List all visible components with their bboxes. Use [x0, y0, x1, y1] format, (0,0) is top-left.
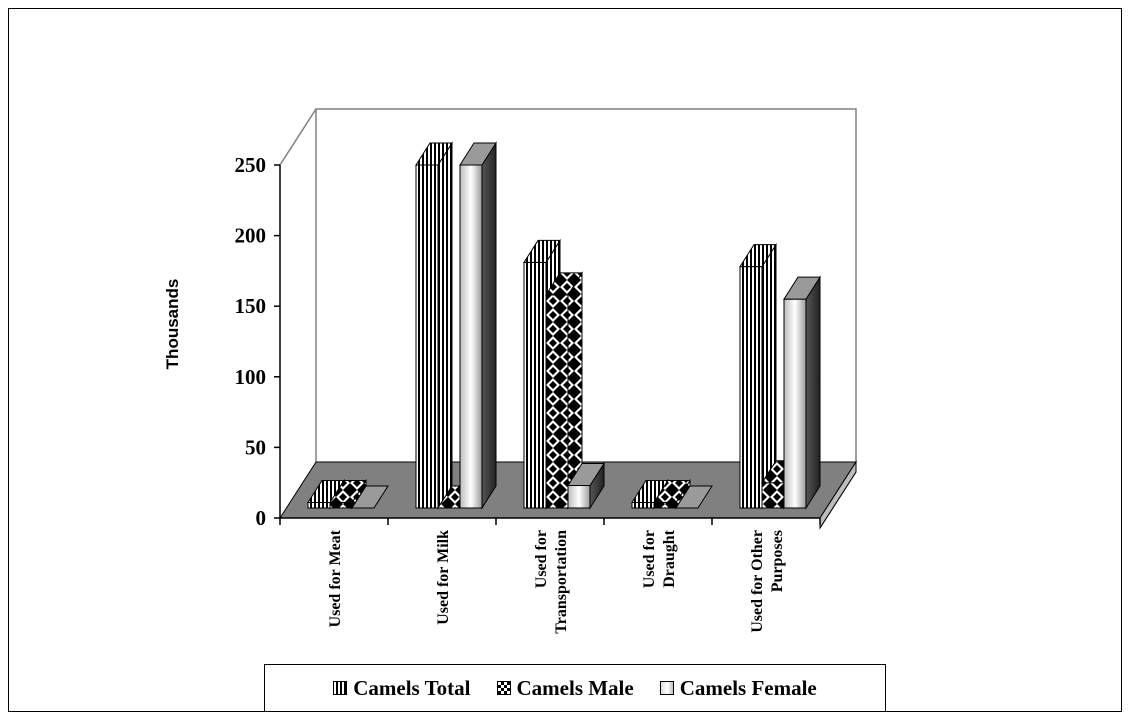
legend: Camels Total Camels Male Camels Female [264, 664, 886, 712]
bar-male-front [653, 501, 677, 509]
bar-female-top [783, 276, 821, 300]
bar-female-top [675, 485, 713, 509]
bar-male [545, 271, 583, 510]
x-category-label-line: Used for Other [749, 530, 766, 633]
bar-total-front [739, 266, 763, 509]
bar-female-front [783, 298, 807, 509]
bar-total-top [415, 142, 453, 166]
bar-total-front [415, 164, 439, 509]
x-category-label: Used for Other Purposes [749, 530, 786, 633]
y-tick-label: 250 [235, 153, 267, 177]
legend-swatch-female [659, 681, 674, 695]
bar-female-side [805, 275, 821, 510]
x-category-label-line: Used for Meat [327, 529, 344, 627]
x-category-label-line: Used for Milk [435, 530, 452, 625]
bar-total-side [437, 141, 453, 510]
bar-male-front [761, 482, 785, 509]
y-tick-label: 200 [235, 224, 267, 248]
bar-female [459, 141, 497, 510]
bar-female-top [351, 485, 389, 509]
legend-label-female: Camels Female [679, 675, 817, 700]
legend-swatch-male [496, 681, 511, 695]
bar-total-front [631, 501, 655, 509]
bar-male-top [329, 479, 367, 503]
bar-female-front [459, 164, 483, 509]
bar-male-front [329, 501, 353, 509]
x-category-label-line: Used for [641, 530, 658, 588]
y-tick-label: 100 [235, 365, 267, 389]
bar-female [567, 461, 605, 510]
legend-item-total: Camels Total [333, 675, 471, 701]
bar-total-front [523, 261, 547, 509]
legend-label-male: Camels Male [516, 675, 634, 700]
legend-item-female: Camels Female [659, 675, 817, 701]
x-axis: Used for Meat Used for Milk Used for Transp… [279, 517, 821, 634]
x-category-label: Used for Meat [327, 529, 344, 627]
bar-total-front [307, 501, 331, 509]
bar-female [783, 275, 821, 510]
bars [307, 141, 821, 510]
x-category-label-line: Transportation [553, 530, 570, 634]
bar-total [739, 242, 777, 510]
y-tick-label: 0 [256, 506, 267, 530]
bar-total-top [523, 239, 561, 263]
bar-male-front [545, 294, 569, 509]
bar-female [675, 485, 713, 509]
bar-male [653, 478, 691, 510]
bar-female [351, 485, 389, 509]
bar-male [329, 478, 367, 510]
x-category-label: Used for Milk [435, 530, 452, 625]
x-category-label-line: Draught [661, 529, 678, 587]
y-tick-label: 50 [245, 435, 266, 459]
bar-female-front [567, 485, 591, 509]
legend-swatch-total [333, 681, 348, 695]
x-category-label-line: Used for [533, 530, 550, 588]
legend-item-male: Camels Male [496, 675, 634, 701]
x-category-label: Used for Transportation [533, 530, 570, 634]
y-axis-title: Thousands [163, 279, 182, 370]
bar-female-top [459, 142, 497, 166]
bar-total [415, 141, 453, 510]
bar-female-side [481, 141, 497, 510]
bar-total-top [739, 244, 777, 268]
y-tick-label: 150 [235, 294, 267, 318]
y-axis: 0 50 100 150 200 250 [235, 153, 281, 530]
bar-male-top [545, 272, 583, 296]
x-category-label: Used for Draught [641, 529, 678, 588]
bar-male-top [653, 479, 691, 503]
x-category-label-line: Purposes [769, 530, 786, 592]
side-wall-top-edge [279, 108, 317, 166]
legend-label-total: Camels Total [353, 675, 471, 700]
bar-female-top [567, 463, 605, 487]
